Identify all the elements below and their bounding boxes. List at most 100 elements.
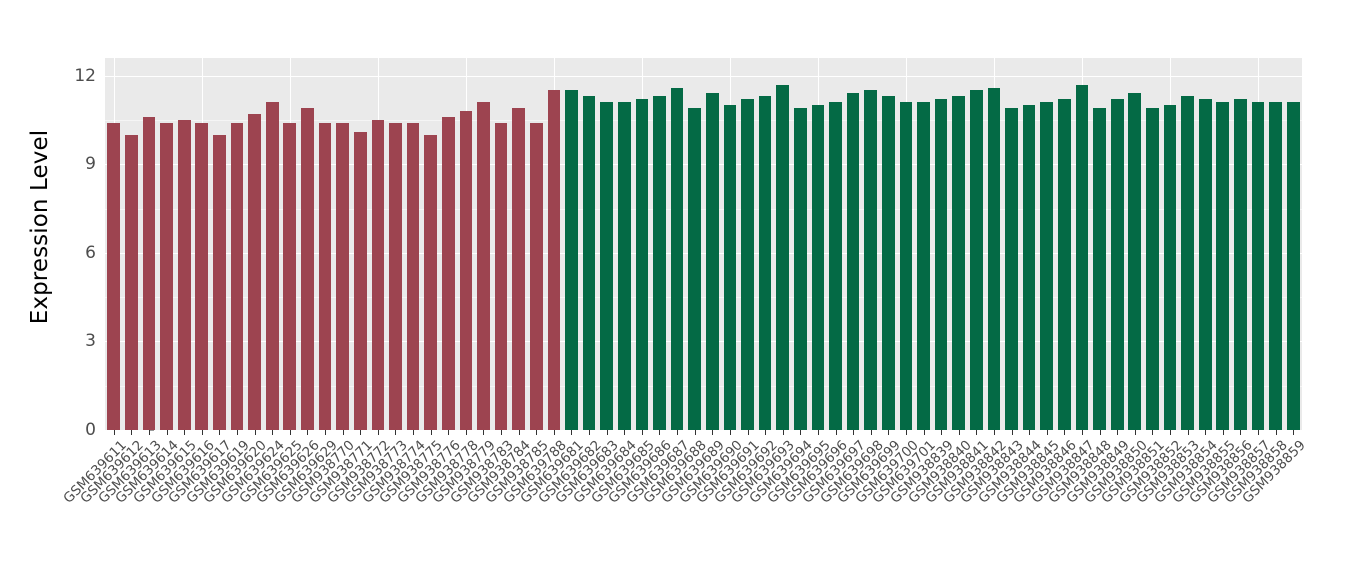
x-tick-mark: [325, 430, 326, 435]
x-tick-mark: [976, 430, 977, 435]
x-tick-mark: [642, 430, 643, 435]
bar: [617, 102, 631, 430]
bar: [441, 117, 455, 430]
bar: [582, 96, 596, 430]
x-tick-mark: [343, 430, 344, 435]
bar: [952, 96, 966, 430]
bar: [600, 102, 614, 430]
y-tick-label: 6: [85, 242, 96, 263]
bar: [1128, 93, 1142, 430]
x-tick-mark: [1258, 430, 1259, 435]
bar: [1163, 105, 1177, 430]
x-tick-mark: [536, 430, 537, 435]
y-tick-mark: [149, 429, 154, 431]
x-tick-mark: [818, 430, 819, 435]
bar: [758, 96, 772, 430]
x-tick-mark: [765, 430, 766, 435]
x-tick-mark: [360, 430, 361, 435]
x-tick-mark: [1205, 430, 1206, 435]
bar: [1040, 102, 1054, 430]
bar: [793, 108, 807, 430]
bar: [547, 90, 561, 430]
x-tick-mark: [1135, 430, 1136, 435]
gridline-major-h: [105, 252, 1302, 254]
x-axis: GSM639611 GSM639612 GSM639613 GSM639614 GSM6…: [60, 430, 1309, 580]
x-tick-mark: [431, 430, 432, 435]
x-tick-mark: [466, 430, 467, 435]
bar: [917, 102, 930, 430]
bar: [1198, 99, 1212, 430]
bars-layer: [105, 58, 1302, 430]
x-tick-mark: [167, 430, 168, 435]
gridline-major-h: [105, 164, 1302, 166]
bar: [705, 93, 719, 430]
bar: [142, 117, 156, 430]
bar: [1216, 102, 1230, 430]
bar: [1093, 108, 1106, 430]
bar: [741, 99, 754, 430]
y-tick-label: 9: [85, 154, 96, 175]
bar: [1022, 105, 1036, 430]
bar: [1269, 102, 1282, 430]
x-tick-mark: [237, 430, 238, 435]
bar: [881, 96, 895, 430]
bar: [283, 122, 297, 430]
x-tick-mark: [483, 430, 484, 435]
x-tick-mark: [290, 430, 291, 435]
bar: [987, 87, 1001, 430]
gridline-minor-h: [105, 385, 1302, 387]
bar: [811, 105, 825, 430]
bar: [1058, 99, 1071, 430]
bar: [512, 108, 525, 430]
x-tick-mark: [1082, 430, 1083, 435]
x-tick-mark: [783, 430, 784, 435]
x-tick-mark: [677, 430, 678, 435]
x-tick-mark: [395, 430, 396, 435]
bar: [494, 122, 508, 430]
bar: [477, 102, 490, 430]
bar: [265, 102, 279, 430]
bar: [230, 122, 244, 430]
bar: [160, 122, 173, 430]
x-tick-mark: [1223, 430, 1224, 435]
x-tick-mark: [1064, 430, 1065, 435]
gridline-major-h: [105, 341, 1302, 343]
bar: [125, 134, 138, 430]
gridline-minor-h: [105, 297, 1302, 299]
bar: [670, 87, 684, 430]
x-tick-mark: [448, 430, 449, 435]
x-tick-mark: [906, 430, 907, 435]
bar: [301, 108, 314, 430]
gridline-minor-h: [105, 208, 1302, 210]
x-tick-mark: [571, 430, 572, 435]
x-tick-mark: [1047, 430, 1048, 435]
x-tick-mark: [202, 430, 203, 435]
gridline-minor-h: [105, 120, 1302, 121]
x-tick-mark: [1188, 430, 1189, 435]
bar: [1075, 84, 1089, 430]
bar: [529, 122, 543, 430]
x-tick-mark: [836, 430, 837, 435]
bar: [688, 108, 702, 430]
x-tick-mark: [272, 430, 273, 435]
bar: [389, 122, 402, 430]
x-tick-mark: [184, 430, 185, 435]
x-tick-mark: [1117, 430, 1118, 435]
x-tick-mark: [1240, 430, 1241, 435]
x-tick-mark: [307, 430, 308, 435]
y-tick-label: 0: [85, 420, 96, 440]
bar: [1110, 99, 1124, 430]
x-tick-mark: [924, 430, 925, 435]
bar: [653, 96, 666, 430]
bar: [371, 120, 385, 430]
y-tick-label: 3: [85, 331, 96, 352]
gridline-major-h: [105, 75, 1302, 77]
x-tick-mark: [994, 430, 995, 435]
bar: [1181, 96, 1194, 430]
bar: [1251, 102, 1265, 430]
x-tick-mark: [712, 430, 713, 435]
bar: [1005, 108, 1018, 430]
x-tick-mark: [1100, 430, 1101, 435]
x-tick-mark: [959, 430, 960, 435]
